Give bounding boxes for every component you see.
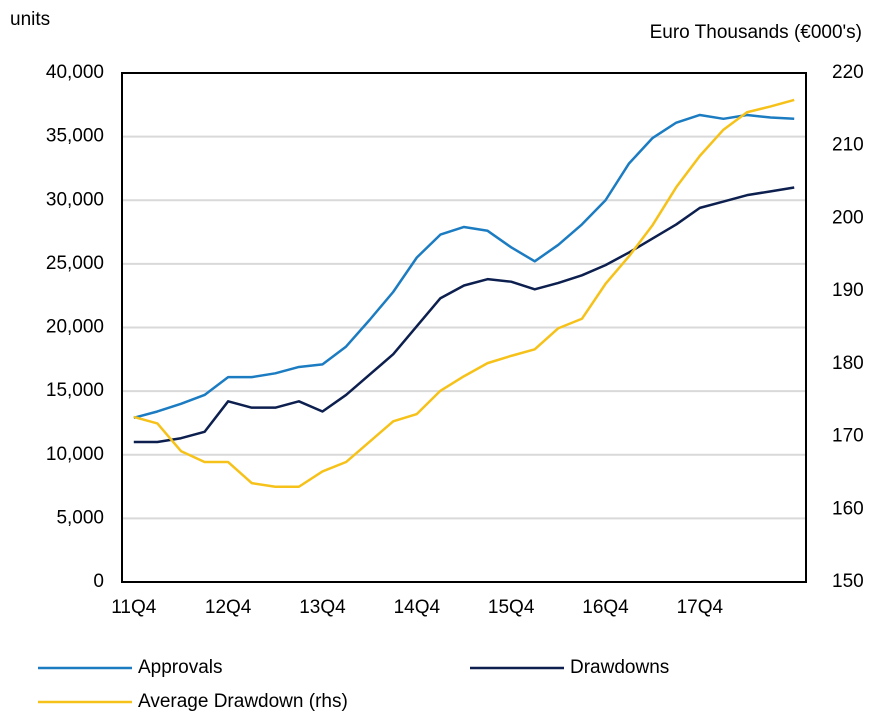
y2-tick-label: 190 (832, 280, 864, 301)
y-tick-label: 5,000 (56, 507, 104, 528)
y2-tick-label: 220 (832, 62, 864, 83)
x-tick-label: 13Q4 (299, 597, 346, 618)
legend-label: Drawdowns (570, 657, 669, 678)
y-tick-label: 0 (93, 571, 104, 592)
y2-tick-label: 210 (832, 135, 864, 156)
series-line (133, 98, 795, 488)
y2-axis-title: Euro Thousands (€000's) (650, 22, 862, 43)
y-tick-label: 25,000 (46, 253, 104, 274)
y-axis-title: units (10, 9, 50, 30)
y-tick-label: 10,000 (46, 444, 104, 465)
x-tick-label: 16Q4 (582, 597, 629, 618)
legend-label: Average Drawdown (rhs) (138, 691, 348, 712)
x-tick-label: 12Q4 (205, 597, 252, 618)
y-tick-label: 30,000 (46, 189, 104, 210)
y-tick-label: 15,000 (46, 380, 104, 401)
y-tick-label: 35,000 (46, 126, 104, 147)
plot-frame (121, 72, 807, 583)
series-line (133, 186, 795, 444)
x-tick-label: 11Q4 (111, 597, 157, 618)
legend-label: Approvals (138, 657, 223, 678)
y2-tick-label: 170 (832, 426, 864, 447)
y2-tick-label: 200 (832, 207, 864, 228)
y2-tick-label: 180 (832, 353, 864, 374)
x-tick-label: 17Q4 (677, 597, 724, 618)
y-tick-label: 20,000 (46, 317, 104, 338)
x-tick-label: 14Q4 (394, 597, 441, 618)
y-tick-label: 40,000 (46, 62, 104, 83)
y2-tick-label: 150 (832, 571, 864, 592)
y2-tick-label: 160 (832, 498, 864, 519)
x-tick-label: 15Q4 (488, 597, 535, 618)
series-line (133, 113, 795, 420)
